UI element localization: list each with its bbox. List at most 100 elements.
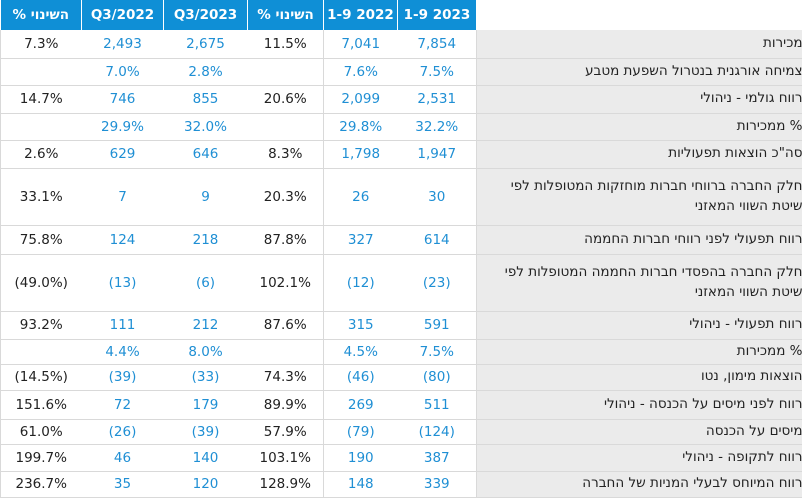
row-label: חלק החברה ברווחי חברות מוחזקות המטופלות … bbox=[476, 168, 802, 226]
row-label: % ממכירות bbox=[476, 339, 802, 365]
value-cell: 4.4% bbox=[81, 339, 164, 365]
header-q3-2023: Q3/2023 bbox=[163, 0, 248, 30]
value-cell: 7.6% bbox=[323, 58, 398, 86]
value-cell: (39) bbox=[163, 419, 248, 445]
value-cell: 614 bbox=[397, 225, 477, 255]
change-cell: 57.9% bbox=[247, 419, 324, 445]
value-cell: 190 bbox=[323, 444, 398, 472]
value-cell: (23) bbox=[397, 254, 477, 312]
change-cell bbox=[247, 339, 324, 365]
value-cell: 746 bbox=[81, 85, 164, 114]
change-cell: 7.3% bbox=[0, 30, 82, 59]
row-label: חלק החברה בהפסדי חברות החממה המטופלות לפ… bbox=[476, 254, 802, 312]
change-cell: 151.6% bbox=[0, 390, 82, 420]
header-ytd-2023: 1-9 2023 bbox=[397, 0, 477, 30]
value-cell: 2.8% bbox=[163, 58, 248, 86]
change-cell: 11.5% bbox=[247, 30, 324, 59]
change-cell bbox=[0, 113, 82, 141]
value-cell: 269 bbox=[323, 390, 398, 420]
value-cell: 339 bbox=[397, 471, 477, 498]
change-cell: 8.3% bbox=[247, 140, 324, 169]
table-row: 93.2% 111 212 87.6% 315 591 רווח תפעולי - ניהו… bbox=[0, 311, 802, 340]
value-cell: 855 bbox=[163, 85, 248, 114]
value-cell: 646 bbox=[163, 140, 248, 169]
value-cell: (39) bbox=[81, 364, 164, 391]
value-cell: 7 bbox=[81, 168, 164, 226]
value-cell: 2,493 bbox=[81, 30, 164, 59]
value-cell: 148 bbox=[323, 471, 398, 498]
row-label: רווח המיוחס לבעלי המניות של החברה bbox=[476, 471, 802, 498]
header-change-ytd: % השינוי bbox=[247, 0, 324, 30]
value-cell: 140 bbox=[163, 444, 248, 472]
table-row: 33.1% 7 9 20.3% 26 30 חלק החברה ברווחי חברות מ… bbox=[0, 168, 802, 226]
table-row: 151.6% 72 179 89.9% 269 511 רווח לפני מיסים על… bbox=[0, 390, 802, 420]
row-label: מיסים על הכנסה bbox=[476, 419, 802, 445]
value-cell: 35 bbox=[81, 471, 164, 498]
change-cell: 87.6% bbox=[247, 311, 324, 340]
change-cell bbox=[0, 339, 82, 365]
value-cell: 7,041 bbox=[323, 30, 398, 59]
header-corner bbox=[476, 0, 802, 30]
row-label: סה"כ הוצאות תפעוליות bbox=[476, 140, 802, 169]
table-row: (49.0%) (13) (6) 102.1% (12) (23) חלק החברה בה… bbox=[0, 254, 802, 312]
row-label: רווח תפעולי לפני רווחי חברות החממה bbox=[476, 225, 802, 255]
change-cell: 14.7% bbox=[0, 85, 82, 114]
value-cell: 591 bbox=[397, 311, 477, 340]
change-cell: (49.0%) bbox=[0, 254, 82, 312]
change-cell: 61.0% bbox=[0, 419, 82, 445]
value-cell: 2,531 bbox=[397, 85, 477, 114]
change-cell: (14.5%) bbox=[0, 364, 82, 391]
change-cell: 102.1% bbox=[247, 254, 324, 312]
change-cell: 75.8% bbox=[0, 225, 82, 255]
row-label: רווח לפני מיסים על הכנסה - ניהולי bbox=[476, 390, 802, 420]
value-cell: 387 bbox=[397, 444, 477, 472]
value-cell: 179 bbox=[163, 390, 248, 420]
value-cell: 218 bbox=[163, 225, 248, 255]
value-cell: (79) bbox=[323, 419, 398, 445]
change-cell: 103.1% bbox=[247, 444, 324, 472]
change-cell: 20.6% bbox=[247, 85, 324, 114]
value-cell: (13) bbox=[81, 254, 164, 312]
row-label: רווח לתקופה - ניהולי bbox=[476, 444, 802, 472]
row-label: רווח תפעולי - ניהולי bbox=[476, 311, 802, 340]
change-cell: 236.7% bbox=[0, 471, 82, 498]
value-cell: 629 bbox=[81, 140, 164, 169]
value-cell: 111 bbox=[81, 311, 164, 340]
table-row: 14.7% 746 855 20.6% 2,099 2,531 רווח גולמי - נ… bbox=[0, 85, 802, 114]
change-cell: 89.9% bbox=[247, 390, 324, 420]
value-cell: 315 bbox=[323, 311, 398, 340]
table-row: (14.5%) (39) (33) 74.3% (46) (80) הוצאות מימון… bbox=[0, 364, 802, 391]
table-row: 7.3% 2,493 2,675 11.5% 7,041 7,854 מכירות bbox=[0, 30, 802, 59]
table-row: 199.7% 46 140 103.1% 190 387 רווח לתקופה - ניה… bbox=[0, 444, 802, 472]
value-cell: 32.2% bbox=[397, 113, 477, 141]
value-cell: 72 bbox=[81, 390, 164, 420]
value-cell: (26) bbox=[81, 419, 164, 445]
table-row: 61.0% (26) (39) 57.9% (79) (124) מיסים על הכנס… bbox=[0, 419, 802, 445]
value-cell: 2,099 bbox=[323, 85, 398, 114]
value-cell: 7.5% bbox=[397, 58, 477, 86]
value-cell: 26 bbox=[323, 168, 398, 226]
value-cell: 2,675 bbox=[163, 30, 248, 59]
table-row: 7.0% 2.8% 7.6% 7.5% צמיחה אורגנית בנטרול השפ… bbox=[0, 58, 802, 86]
change-cell: 2.6% bbox=[0, 140, 82, 169]
change-cell: 128.9% bbox=[247, 471, 324, 498]
value-cell: 7.5% bbox=[397, 339, 477, 365]
value-cell: 212 bbox=[163, 311, 248, 340]
value-cell: (46) bbox=[323, 364, 398, 391]
value-cell: 7.0% bbox=[81, 58, 164, 86]
change-cell: 20.3% bbox=[247, 168, 324, 226]
row-label: צמיחה אורגנית בנטרול השפעת מטבע bbox=[476, 58, 802, 86]
change-cell bbox=[247, 58, 324, 86]
table-row: 236.7% 35 120 128.9% 148 339 רווח המיוחס לבעלי… bbox=[0, 471, 802, 498]
table-row: 4.4% 8.0% 4.5% 7.5%% ממכירות bbox=[0, 339, 802, 365]
change-cell bbox=[0, 58, 82, 86]
value-cell: 511 bbox=[397, 390, 477, 420]
table-row: 75.8% 124 218 87.8% 327 614 רווח תפעולי לפני ר… bbox=[0, 225, 802, 255]
change-cell: 33.1% bbox=[0, 168, 82, 226]
header-ytd-2022: 1-9 2022 bbox=[323, 0, 398, 30]
value-cell: 8.0% bbox=[163, 339, 248, 365]
row-label: מכירות bbox=[476, 30, 802, 59]
header-q3-2022: Q3/2022 bbox=[81, 0, 164, 30]
value-cell: 29.9% bbox=[81, 113, 164, 141]
row-label: רווח גולמי - ניהולי bbox=[476, 85, 802, 114]
